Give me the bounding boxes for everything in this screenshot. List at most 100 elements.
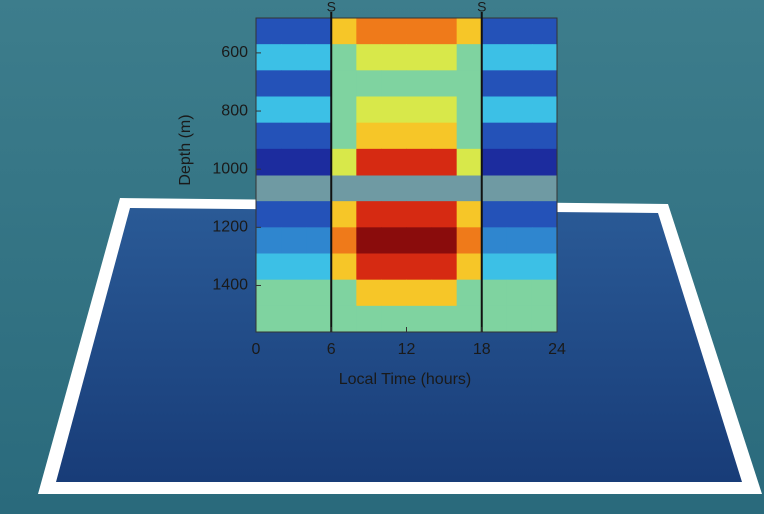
heat-cell xyxy=(457,123,483,150)
y-tick-label: 800 xyxy=(221,102,248,119)
heat-cell xyxy=(306,280,332,307)
x-axis-title: Local Time (hours) xyxy=(339,371,472,388)
heat-cell xyxy=(507,280,533,307)
heat-cell xyxy=(482,254,508,281)
heat-cell xyxy=(507,70,533,97)
heat-cell xyxy=(532,254,558,281)
heat-cell xyxy=(482,227,508,254)
heat-cell xyxy=(457,97,483,124)
heat-cell xyxy=(381,123,407,150)
heat-cell xyxy=(532,149,558,176)
heat-cell xyxy=(407,149,433,176)
heat-cell xyxy=(482,149,508,176)
heat-cell xyxy=(507,123,533,150)
x-tick-label: 24 xyxy=(548,341,566,358)
page: Local Time (hours) Depth (m) SS600800100… xyxy=(0,0,764,514)
heat-cell xyxy=(256,227,282,254)
sun-label: S xyxy=(477,0,486,15)
heat-cell xyxy=(407,280,433,307)
heat-cell xyxy=(331,97,357,124)
heat-cell xyxy=(482,201,508,228)
heat-cell xyxy=(281,18,307,45)
heat-cell xyxy=(507,227,533,254)
heat-cell xyxy=(281,306,307,333)
heat-cell xyxy=(331,254,357,281)
heat-cell xyxy=(256,254,282,281)
heat-cell xyxy=(381,201,407,228)
heat-cell xyxy=(356,149,382,176)
heat-cell xyxy=(281,44,307,71)
heat-cell xyxy=(457,70,483,97)
heat-cell xyxy=(306,70,332,97)
heat-cell xyxy=(356,254,382,281)
heat-cell xyxy=(356,97,382,124)
heat-cell xyxy=(432,18,458,45)
heat-cell xyxy=(532,227,558,254)
heat-cell xyxy=(507,201,533,228)
heat-cell xyxy=(331,123,357,150)
heat-cell xyxy=(381,44,407,71)
heat-cell xyxy=(457,280,483,307)
heat-cell xyxy=(256,97,282,124)
heat-cell xyxy=(407,18,433,45)
heat-cell xyxy=(256,149,282,176)
heat-cell xyxy=(356,306,382,333)
heat-cell xyxy=(482,123,508,150)
x-tick-label: 18 xyxy=(473,341,491,358)
heat-cell xyxy=(256,18,282,45)
heat-cell xyxy=(331,44,357,71)
sun-label: S xyxy=(327,0,336,15)
heat-cell xyxy=(507,306,533,333)
heat-cell xyxy=(381,254,407,281)
heat-cell xyxy=(281,123,307,150)
heat-cell xyxy=(381,97,407,124)
heat-cell xyxy=(306,123,332,150)
heat-cell xyxy=(507,254,533,281)
heat-cell xyxy=(331,280,357,307)
y-tick-label: 1000 xyxy=(212,160,248,177)
heat-cell xyxy=(432,254,458,281)
heat-cell xyxy=(532,201,558,228)
heat-cell xyxy=(407,123,433,150)
heat-cell xyxy=(432,44,458,71)
heat-cell xyxy=(306,18,332,45)
x-tick-label: 6 xyxy=(327,341,336,358)
heat-cell xyxy=(457,149,483,176)
heat-cell xyxy=(356,123,382,150)
heat-cell xyxy=(407,254,433,281)
heat-cell xyxy=(306,97,332,124)
heat-cell xyxy=(281,280,307,307)
heat-cell xyxy=(381,18,407,45)
heat-cell xyxy=(482,97,508,124)
heat-cell xyxy=(432,280,458,307)
heat-cell xyxy=(256,201,282,228)
y-tick-label: 600 xyxy=(221,44,248,61)
heat-cell xyxy=(482,280,508,307)
heat-cell xyxy=(457,44,483,71)
heat-cell xyxy=(331,227,357,254)
heat-cell xyxy=(432,149,458,176)
heat-cell xyxy=(256,280,282,307)
heat-cell xyxy=(482,44,508,71)
heat-cell xyxy=(507,44,533,71)
heat-cell xyxy=(256,44,282,71)
x-tick-label: 0 xyxy=(252,341,261,358)
heat-cell xyxy=(331,201,357,228)
heat-cell xyxy=(532,18,558,45)
y-tick-label: 1400 xyxy=(212,277,248,294)
heat-cell xyxy=(281,149,307,176)
heat-cell xyxy=(432,201,458,228)
heat-cell xyxy=(507,18,533,45)
heat-cell xyxy=(306,149,332,176)
heat-cell xyxy=(381,280,407,307)
heat-cell xyxy=(532,97,558,124)
heat-cell xyxy=(306,44,332,71)
heat-cell xyxy=(432,123,458,150)
heat-cell xyxy=(256,306,282,333)
heat-cell xyxy=(256,70,282,97)
heat-cell xyxy=(256,123,282,150)
heat-cell xyxy=(306,227,332,254)
heat-cell xyxy=(507,149,533,176)
y-tick-label: 1200 xyxy=(212,219,248,236)
heat-cell xyxy=(381,149,407,176)
